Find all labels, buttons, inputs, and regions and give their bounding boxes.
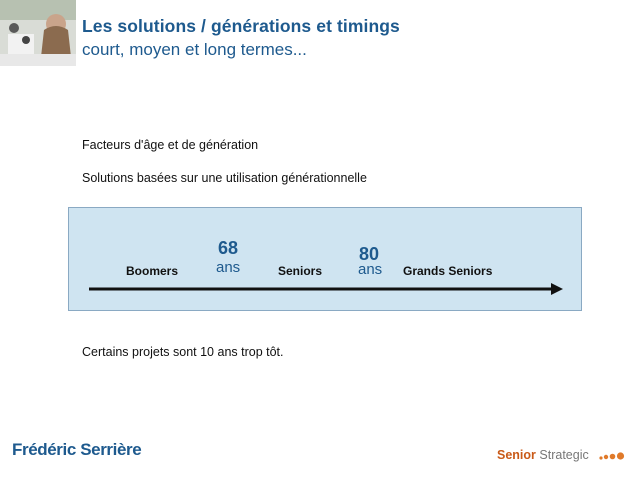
age-80-unit: ans [358,261,383,278]
bullet-generational-solutions: Solutions basées sur une utilisation gén… [82,171,367,185]
timeline-arrow [89,283,563,295]
age-80-value: 80 [359,244,380,264]
age-68-unit: ans [216,259,241,276]
author-logo: Frédéric Serrière [12,440,142,459]
page-subtitle: court, moyen et long termes... [82,40,307,59]
bullet-age-factors: Facteurs d'âge et de génération [82,138,259,152]
timeline-panel: 68 ans 80 ans Boomers Seniors Grands Sen… [68,207,582,311]
label-grands-seniors: Grands Seniors [403,264,493,278]
brand-logo-bold: Senior [497,448,536,462]
brand-dots-icon [599,452,625,460]
header-photo [0,0,76,66]
brand-logo: Senior Strategic [497,448,589,462]
label-boomers: Boomers [126,264,179,278]
page-title: Les solutions / générations et timings [82,16,400,36]
bullet-projects-early: Certains projets sont 10 ans trop tôt. [82,345,284,359]
age-68-value: 68 [218,238,239,258]
label-seniors: Seniors [278,264,323,278]
brand-logo-normal: Strategic [539,448,589,462]
